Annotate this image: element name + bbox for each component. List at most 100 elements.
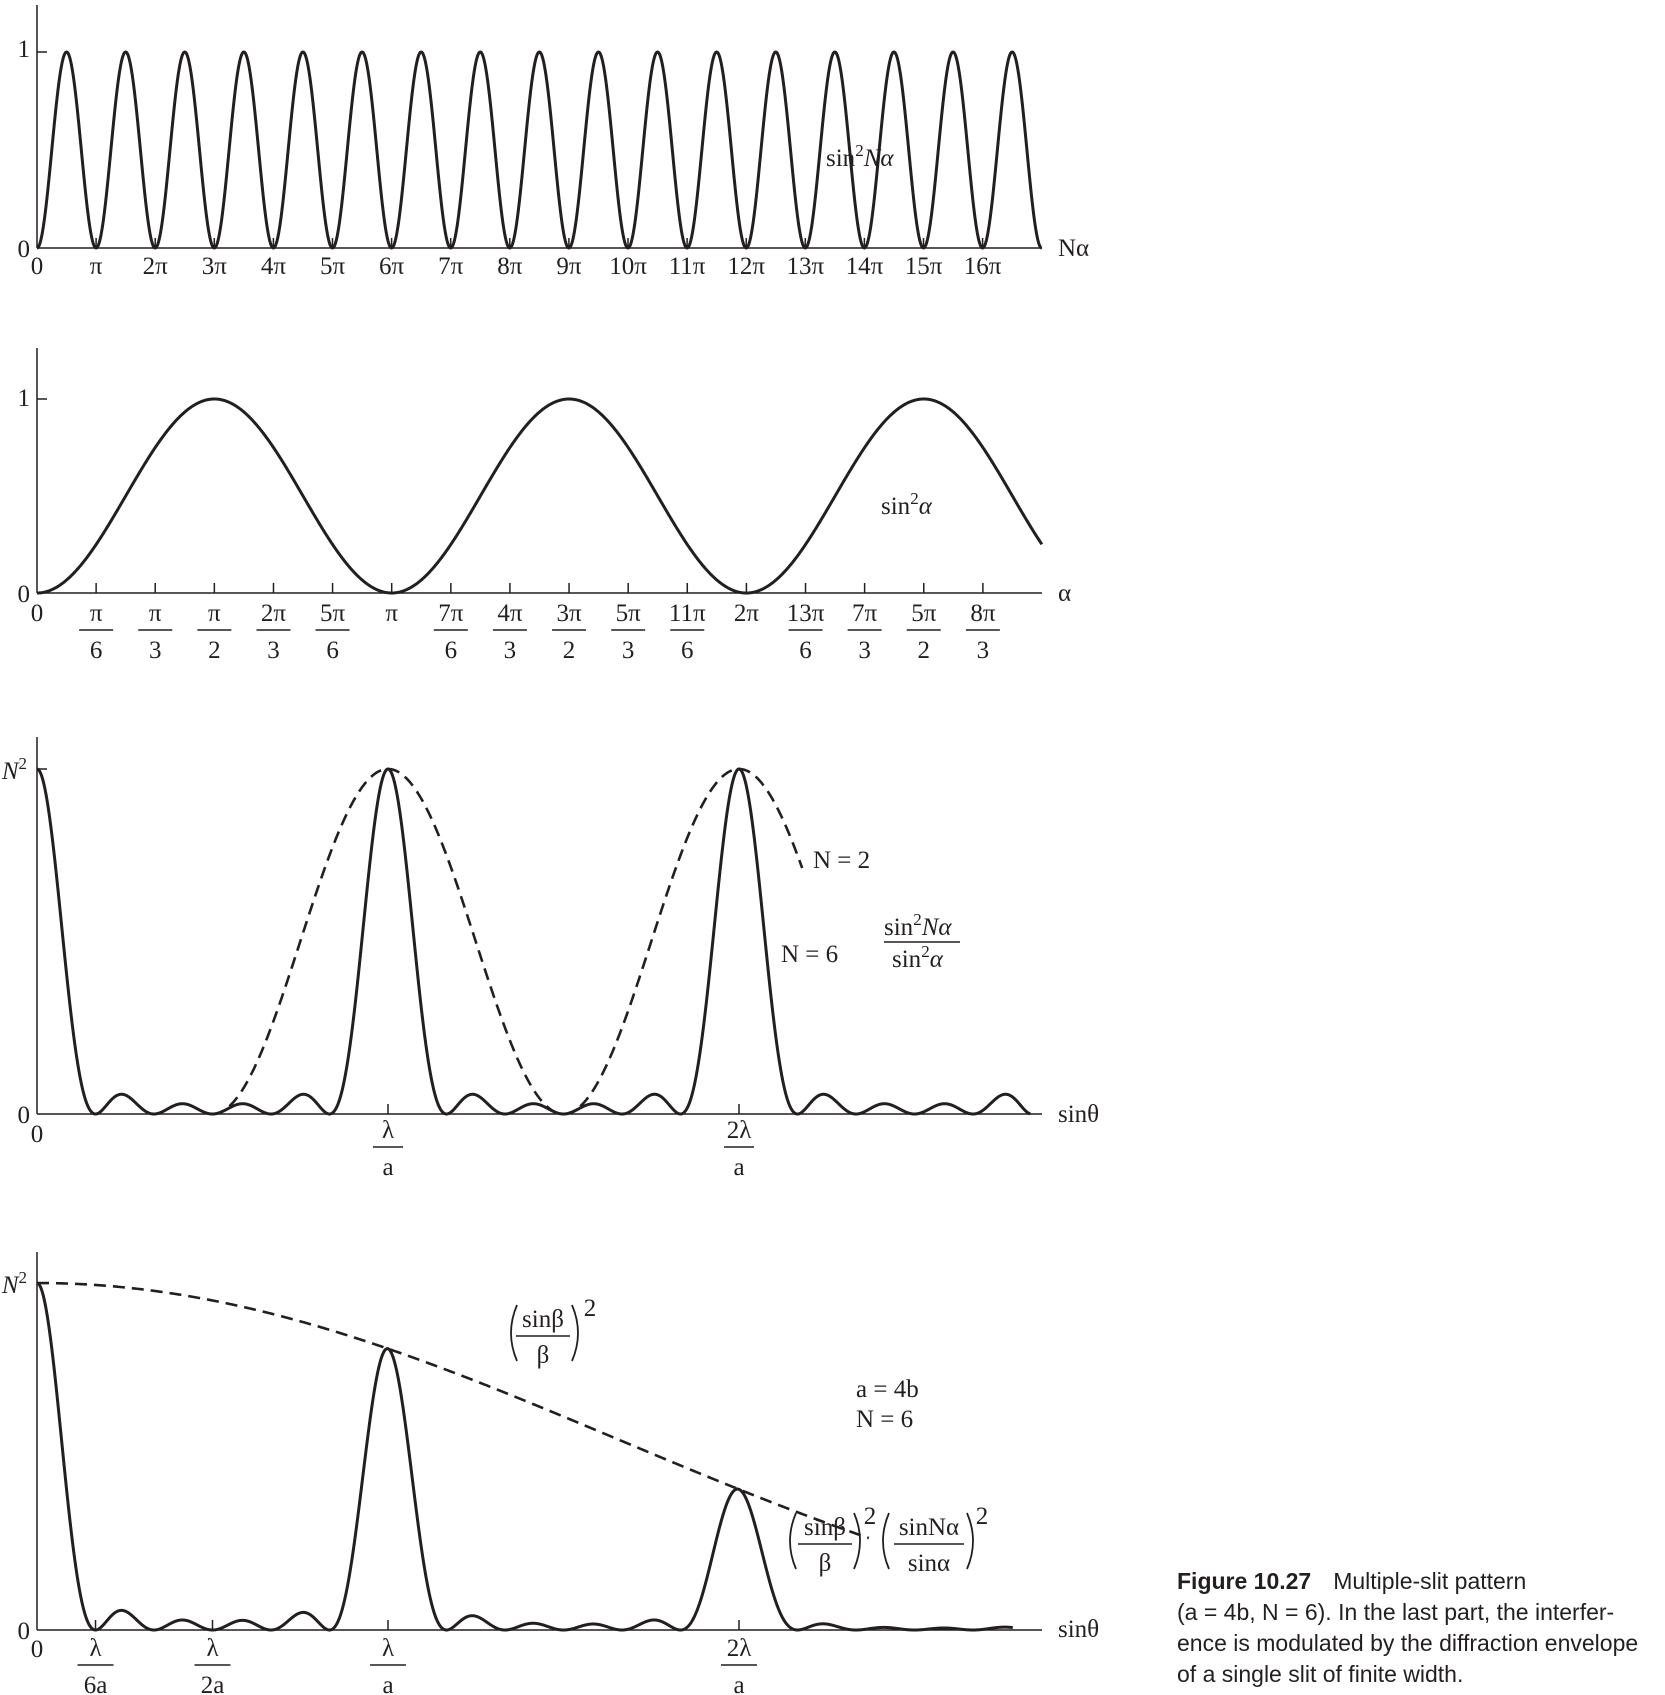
p2-x-tick-label-6: π <box>385 600 398 627</box>
p2-x-tick-label-12: 2π <box>734 600 760 627</box>
p1-x-tick-label-4: 4π <box>261 253 287 280</box>
p1-x-tick-label-7: 7π <box>438 253 464 280</box>
p1-x-tick-label-6: 6π <box>379 253 405 280</box>
p2-x-tick-label-15-numerator: 5π <box>911 600 937 627</box>
p4-param-a: a = 4b <box>856 1376 919 1403</box>
p4-series-envelope <box>37 1281 870 1540</box>
p2-x-tick-label-1: π6 <box>79 600 114 664</box>
p2-x-tick-label-7-numerator: 7π <box>438 600 464 627</box>
p2-x-tick-label-0: 0 <box>31 600 44 627</box>
p4-prod-paren2-right <box>966 1512 974 1570</box>
p4-x-tick-label-3-denominator: a <box>382 1672 393 1695</box>
p3-series-N2 <box>211 767 804 1116</box>
p4-prod-paren1-left <box>789 1512 797 1570</box>
p3-x-tick-label-2: 2λ a <box>724 1117 754 1181</box>
p2-x-tick-label-3-numerator: π <box>208 600 221 627</box>
p1-x-tick-label-16: 16π <box>964 253 1002 280</box>
p2-x-tick-label-8-denominator: 3 <box>504 637 517 664</box>
p3-x-axis-label: sinθ <box>1058 1101 1099 1128</box>
p2-x-tick-label-4-denominator: 3 <box>267 637 280 664</box>
p4-y-tick-label-0: 0 <box>18 1618 31 1645</box>
p4-x-tick-label-2: λ 2a <box>194 1635 231 1695</box>
p3-x-tick-label-1-denominator: a <box>382 1154 393 1181</box>
p2-x-axis-label: α <box>1058 580 1071 607</box>
p2-x-tick-label-3: π2 <box>197 600 232 664</box>
p2-x-tick-label-14-denominator: 3 <box>858 637 871 664</box>
caption-text-1: Multiple-slit pattern <box>1333 1568 1527 1594</box>
p3-label-N6: N = 6 <box>781 941 838 968</box>
p2-x-tick-label-5-numerator: 5π <box>320 600 346 627</box>
p2-x-tick-label-2-denominator: 3 <box>149 637 162 664</box>
p4-prod-frac2-denominator: sinα <box>908 1550 950 1577</box>
p1-series-sin2-Nalpha <box>35 50 1043 250</box>
caption-line-4: of a single slit of finite width. <box>1177 1661 1464 1687</box>
p2-x-tick-label-10-denominator: 3 <box>622 637 635 664</box>
p4-x-tick-label-1: λ 6a <box>77 1635 114 1695</box>
p2-x-tick-label-15: 5π2 <box>906 600 941 664</box>
p1-x-tick-label-10: 10π <box>609 253 647 280</box>
p3-x-tick-label-1: λa <box>373 1117 403 1181</box>
p4-x-tick-label-1-numerator: λ <box>89 1635 101 1662</box>
p4-env-paren-right <box>571 1304 579 1362</box>
p1-x-tick-label-13: 13π <box>786 253 824 280</box>
p4-env-paren-left <box>510 1304 518 1362</box>
p2-x-tick-label-2-numerator: π <box>149 600 162 627</box>
p4-prod-exponent1: 2 <box>864 1503 877 1530</box>
p4-x-tick-label-4-denominator: a <box>733 1672 744 1695</box>
p2-x-tick-label-11-denominator: 6 <box>681 637 694 664</box>
p2-x-tick-label-16-numerator: 8π <box>970 600 996 627</box>
figure-number: Figure 10.27 <box>1177 1568 1312 1594</box>
p1-x-axis-label: Nα <box>1058 235 1089 262</box>
p4-x-tick-label-3: λa <box>370 1635 406 1695</box>
p4-env-frac-numerator: sinβ <box>522 1306 564 1333</box>
p1-x-tick-label-2: 2π <box>143 253 169 280</box>
p1-curve-label: sin2Nα <box>826 141 894 172</box>
p1-x-tick-label-1: π <box>90 253 103 280</box>
p1-x-tick-label-12: 12π <box>727 253 765 280</box>
p2-x-tick-label-13-numerator: 13π <box>787 600 825 627</box>
p1-x-tick-label-3: 3π <box>202 253 228 280</box>
p2-series-sin2-alpha <box>36 397 1044 595</box>
p2-x-tick-label-1-numerator: π <box>90 600 103 627</box>
p2-x-tick-label-14: 7π3 <box>847 600 882 664</box>
p3-x-tick-label-0: 0 <box>31 1121 44 1148</box>
p4-env-exponent: 2 <box>584 1295 597 1322</box>
p3-x-tick-label-2-numerator: 2λ <box>727 1117 752 1144</box>
p3-series-N6 <box>35 767 1032 1116</box>
p2-x-tick-label-9: 3π2 <box>552 600 587 664</box>
p2-x-tick-label-10: 5π3 <box>611 600 646 664</box>
p4-prod-frac1-numerator: sinβ <box>804 1514 846 1541</box>
p4-x-tick-label-4: 2λ a <box>721 1635 757 1695</box>
p2-x-tick-label-10-numerator: 5π <box>616 600 642 627</box>
caption-line-3: ence is modulated by the diffraction env… <box>1177 1630 1639 1656</box>
p4-prod-exponent2: 2 <box>976 1503 989 1530</box>
p3-x-tick-label-2-denominator: a <box>733 1154 744 1181</box>
figure-caption: Figure 10.27 Multiple-slit pattern (a = 4… <box>1177 1566 1662 1690</box>
p3-formula-numerator: sin2Nα <box>884 910 952 941</box>
p1-y-tick-label-0: 0 <box>18 236 31 263</box>
p4-prod-frac1-denominator: β <box>819 1550 832 1577</box>
p2-x-tick-label-3-denominator: 2 <box>208 637 221 664</box>
p1-x-tick-label-8: 8π <box>497 253 523 280</box>
caption-line-2: (a = 4b, N = 6). In the last part, the i… <box>1177 1599 1615 1625</box>
p2-x-tick-label-7: 7π6 <box>433 600 468 664</box>
p2-x-tick-label-2: π3 <box>138 600 173 664</box>
p2-x-tick-label-11-numerator: 11π <box>669 600 706 627</box>
p4-prod-paren1-right <box>853 1512 861 1570</box>
p2-x-tick-label-5: 5π6 <box>315 600 350 664</box>
p2-x-tick-label-16: 8π3 <box>965 600 1000 664</box>
p4-x-tick-label-0: 0 <box>31 1636 44 1663</box>
p1-x-tick-label-14: 14π <box>846 253 884 280</box>
p2-x-tick-label-8: 4π3 <box>492 600 527 664</box>
p2-x-tick-label-8-numerator: 4π <box>497 600 523 627</box>
p4-series-product <box>35 1281 1014 1632</box>
p2-y-tick-label-1: 1 <box>18 385 31 412</box>
p4-x-tick-label-3-numerator: λ <box>382 1635 394 1662</box>
caption-line-1: Figure 10.27 Multiple-slit pattern <box>1177 1566 1662 1597</box>
p2-x-tick-label-9-denominator: 2 <box>563 637 576 664</box>
p2-x-tick-label-16-denominator: 3 <box>977 637 990 664</box>
p4-y-tick-label-N2: N2 <box>1 1268 27 1299</box>
p3-formula-denominator: sin2α <box>892 942 944 973</box>
